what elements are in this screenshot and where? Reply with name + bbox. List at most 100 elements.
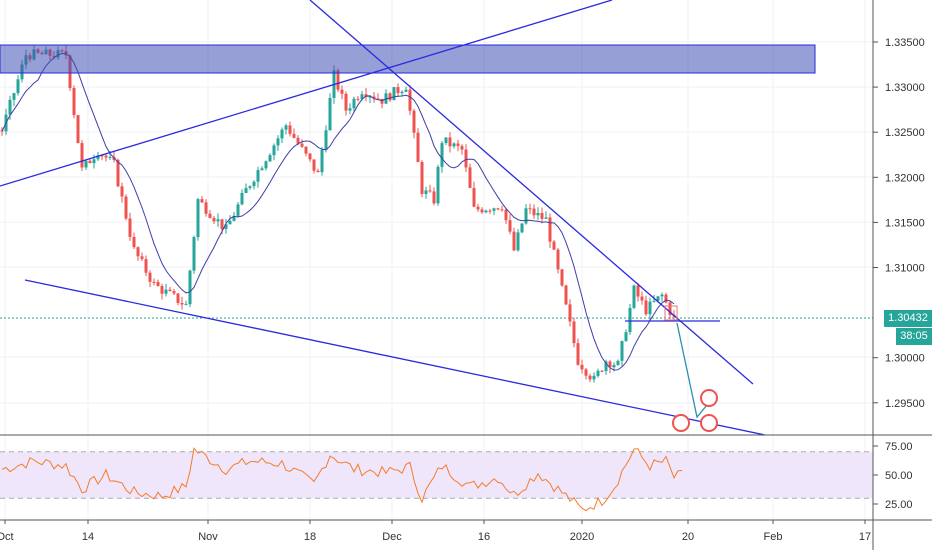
candle	[668, 302, 672, 315]
price-tick-label: 1.31000	[885, 263, 925, 275]
projection-path	[676, 322, 708, 419]
candle	[200, 199, 204, 203]
candle	[204, 202, 208, 214]
candle	[568, 304, 572, 322]
candle	[144, 259, 148, 273]
candle	[412, 110, 416, 133]
candle	[584, 369, 588, 376]
candle	[216, 219, 220, 222]
candle	[380, 98, 384, 104]
candle	[84, 160, 88, 168]
rsi-tick-label: 25.00	[885, 499, 913, 511]
candle	[472, 187, 476, 207]
candle	[308, 153, 312, 160]
candle	[552, 241, 556, 250]
candle	[128, 218, 132, 237]
candle	[88, 160, 92, 164]
candle	[396, 87, 400, 94]
candle	[596, 370, 600, 376]
candle	[304, 146, 308, 154]
candle	[536, 212, 540, 216]
candle	[468, 167, 472, 188]
rising-trendline	[0, 0, 613, 187]
candle	[432, 191, 436, 204]
candle	[520, 223, 524, 233]
candle	[648, 301, 652, 315]
candle	[72, 87, 76, 116]
time-tick-label: 17	[859, 531, 871, 543]
candle	[184, 304, 188, 306]
candle	[276, 138, 280, 146]
price-tick-label: 1.33500	[885, 37, 925, 49]
candle	[244, 187, 248, 194]
candle	[164, 289, 168, 294]
candle	[344, 93, 348, 111]
candle	[416, 132, 420, 162]
event-flag-ca-icon	[700, 389, 718, 407]
candle	[300, 143, 304, 147]
time-tick-label: 14	[82, 531, 94, 543]
candle	[16, 79, 20, 94]
candle	[140, 256, 144, 260]
resistance-zone	[0, 44, 816, 74]
rsi-line	[1, 447, 683, 512]
candle	[592, 375, 596, 380]
candle	[564, 285, 568, 305]
candle	[76, 115, 80, 144]
candle	[208, 213, 212, 218]
rsi-tick-label: 50.00	[885, 470, 913, 482]
candle	[556, 249, 560, 270]
candles	[0, 45, 676, 383]
candle	[188, 270, 192, 305]
candle	[528, 208, 532, 210]
drawings[interactable]	[0, 0, 816, 436]
candle	[464, 149, 468, 168]
candle	[408, 89, 412, 111]
candle	[92, 159, 96, 164]
candle	[456, 143, 460, 147]
time-tick-label: 20	[682, 531, 694, 543]
candle	[368, 96, 372, 98]
candle	[424, 190, 428, 194]
candle	[544, 217, 548, 219]
candle	[148, 272, 152, 282]
rsi-pane	[0, 447, 873, 512]
candle	[392, 87, 396, 101]
candle	[100, 155, 104, 157]
candle	[320, 149, 324, 173]
lower-channel-line	[24, 279, 766, 436]
candle	[120, 186, 124, 197]
candle	[484, 210, 488, 213]
candle	[476, 206, 480, 210]
candle	[108, 156, 112, 158]
time-tick-label: 18	[304, 531, 316, 543]
candle	[172, 291, 176, 294]
candle	[296, 137, 300, 144]
candle	[356, 98, 360, 100]
candle	[260, 168, 264, 171]
candle	[404, 89, 408, 92]
candle	[444, 137, 448, 144]
moving-average-line	[1, 52, 675, 371]
candle	[460, 146, 464, 150]
candle	[352, 98, 356, 109]
price-tick-label: 1.32500	[885, 127, 925, 139]
candle	[580, 364, 584, 370]
candle	[508, 220, 512, 232]
candle	[264, 161, 268, 169]
candle	[636, 285, 640, 297]
candle	[532, 208, 536, 216]
highlight-box	[664, 305, 678, 321]
candle	[96, 155, 100, 160]
candle	[576, 343, 580, 365]
candle	[104, 155, 108, 158]
price-tick-label: 1.33000	[885, 82, 925, 94]
candle	[228, 220, 232, 225]
candle	[496, 208, 500, 210]
candle	[548, 217, 552, 242]
candle	[588, 375, 592, 380]
candle	[644, 300, 648, 315]
candle	[284, 125, 288, 130]
